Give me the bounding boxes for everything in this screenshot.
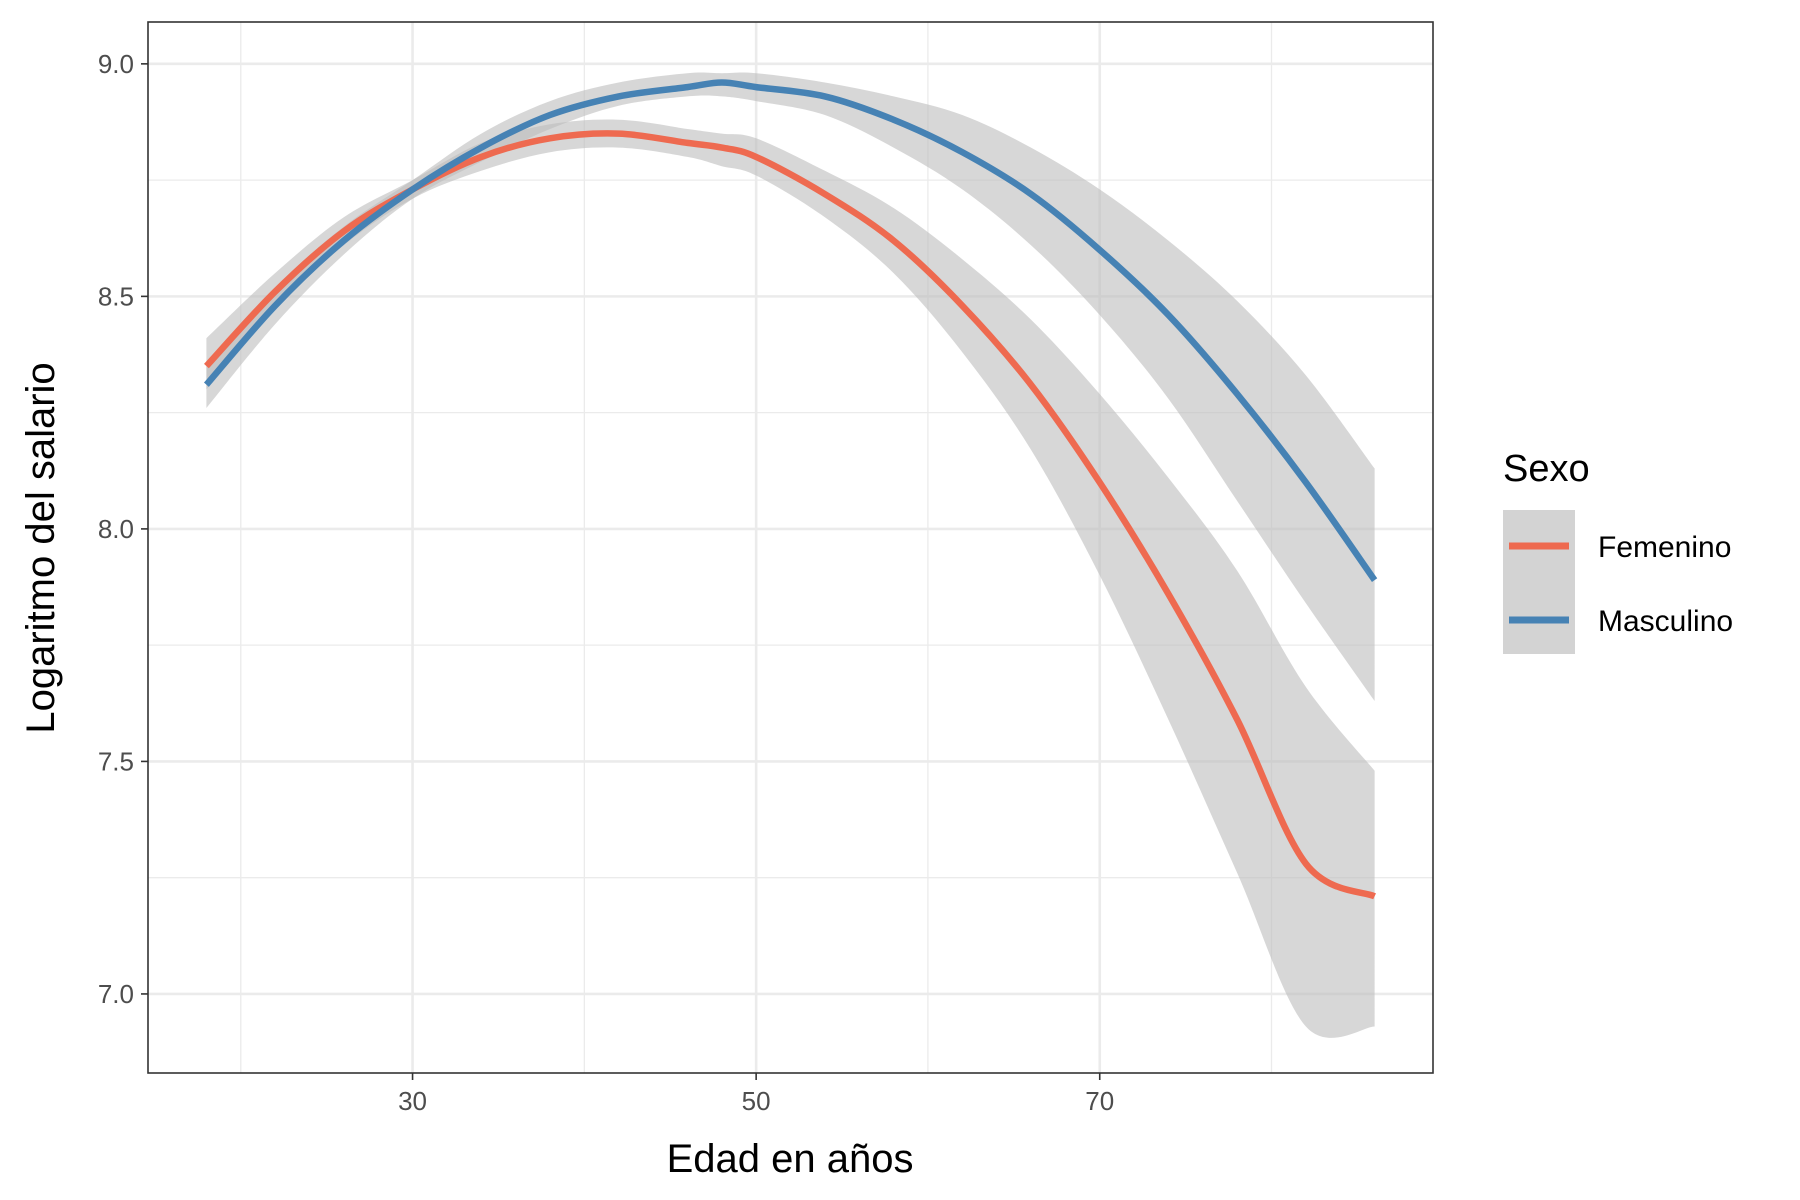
legend-title: Sexo bbox=[1503, 448, 1590, 490]
y-tick-label: 7.0 bbox=[98, 979, 134, 1009]
plot-border bbox=[147, 21, 1434, 1074]
confidence-band-masculino bbox=[206, 72, 1375, 701]
y-tick-label: 8.5 bbox=[98, 281, 134, 311]
x-axis-title: Edad en años bbox=[667, 1137, 914, 1181]
y-tick-label: 7.5 bbox=[98, 746, 134, 776]
y-tick-label: 9.0 bbox=[98, 49, 134, 79]
legend-label-masculino: Masculino bbox=[1598, 605, 1733, 638]
x-axis-ticks: 30 50 70 bbox=[398, 1073, 1114, 1116]
series-line-masculino bbox=[203, 79, 1378, 582]
confidence-band-femenino bbox=[206, 119, 1375, 1038]
x-tick-label: 50 bbox=[742, 1086, 771, 1116]
series-lines bbox=[203, 79, 1378, 900]
confidence-bands bbox=[206, 72, 1375, 1038]
x-tick-label: 70 bbox=[1085, 1086, 1114, 1116]
y-axis-ticks: 7.0 7.5 8.0 8.5 9.0 bbox=[98, 49, 148, 1009]
legend-key-background bbox=[1503, 510, 1575, 654]
y-axis-title: Logaritmo del salario bbox=[19, 362, 63, 733]
legend: Sexo Femenino Masculino bbox=[1503, 448, 1733, 654]
legend-label-femenino: Femenino bbox=[1598, 531, 1731, 564]
y-tick-label: 8.0 bbox=[98, 514, 134, 544]
x-tick-label: 30 bbox=[398, 1086, 427, 1116]
